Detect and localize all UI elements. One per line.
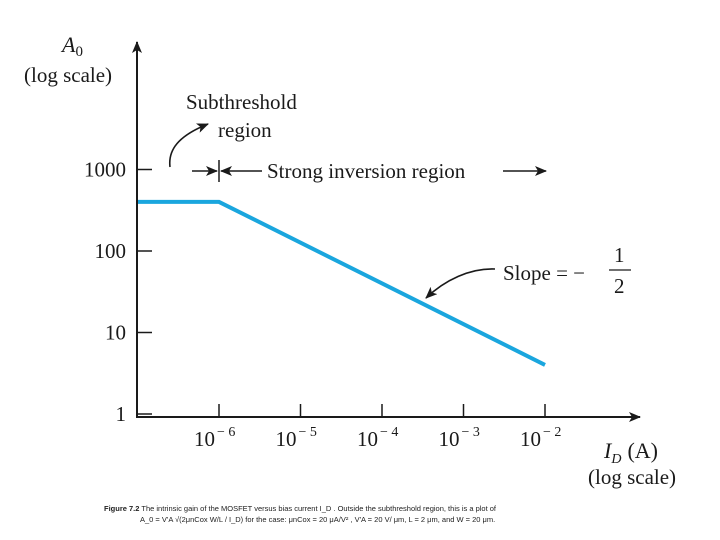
- gain-curve: [138, 199, 546, 367]
- y-tick-label: 1: [116, 402, 127, 426]
- chart-svg: A0 (log scale) ID (A) (log scale) 1101001…: [24, 32, 676, 489]
- x-ticks: 10− 6 10− 5 10− 4 10− 3 10− 2: [194, 404, 561, 451]
- slope-pointer-arrow: [425, 268, 496, 299]
- y-tick-label: 10: [105, 321, 126, 345]
- x-tick-label: 10− 2: [520, 425, 561, 451]
- y-tick-label: 1000: [84, 158, 126, 182]
- slope-numerator: 1: [614, 243, 625, 267]
- x-tick-label: 10− 3: [439, 425, 480, 451]
- slope-denominator: 2: [614, 274, 625, 298]
- x-axis-scale-label: (log scale): [588, 465, 676, 489]
- y-tick-label: 100: [95, 239, 127, 263]
- slope-label: Slope = −: [503, 261, 585, 285]
- y-axis-symbol: A0: [60, 32, 83, 60]
- figure-label: Figure 7.2: [104, 504, 140, 513]
- caption-line2: A_0 = V'A √(2μnCox W/L / I_D) for the ca…: [140, 515, 496, 524]
- x-axis-symbol: ID (A): [603, 438, 658, 467]
- subthreshold-pointer-arrow: [168, 123, 209, 168]
- figure-caption: Figure 7.2 The intrinsic gain of the MOS…: [104, 503, 664, 525]
- strong-inversion-label: Strong inversion region: [267, 159, 466, 183]
- y-axis-scale-label: (log scale): [24, 63, 112, 87]
- caption-line1: The intrinsic gain of the MOSFET versus …: [139, 504, 496, 513]
- x-tick-label: 10− 5: [276, 425, 317, 451]
- x-tick-label: 10− 4: [357, 425, 398, 451]
- subthreshold-label-line2: region: [218, 118, 272, 142]
- y-ticks: 1 10 100 1000: [84, 158, 152, 426]
- x-tick-label: 10− 6: [194, 425, 235, 451]
- subthreshold-label: Subthreshold: [186, 90, 297, 114]
